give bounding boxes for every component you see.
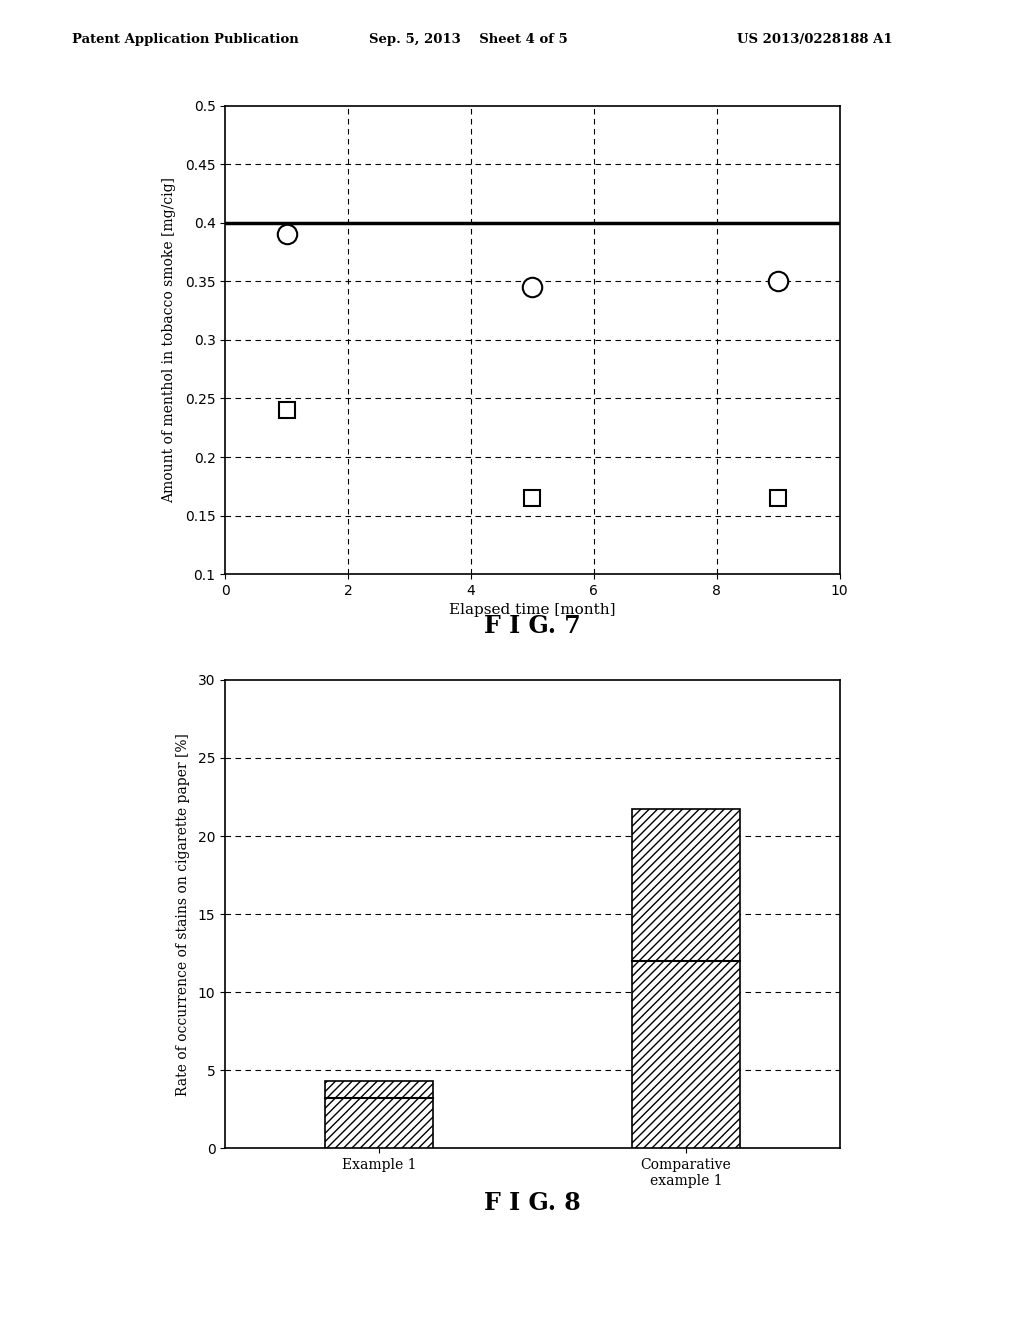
Text: F I G. 8: F I G. 8	[484, 1191, 581, 1214]
Bar	[326, 1081, 432, 1148]
Y-axis label: Rate of occurrence of stains on cigarette paper [%]: Rate of occurrence of stains on cigarett…	[175, 733, 189, 1096]
Y-axis label: Amount of menthol in tobacco smoke [mg/cig]: Amount of menthol in tobacco smoke [mg/c…	[163, 177, 176, 503]
Text: F I G. 7: F I G. 7	[484, 614, 581, 638]
Text: US 2013/0228188 A1: US 2013/0228188 A1	[737, 33, 893, 46]
Text: Sep. 5, 2013    Sheet 4 of 5: Sep. 5, 2013 Sheet 4 of 5	[369, 33, 567, 46]
Bar	[632, 809, 739, 1148]
Text: Patent Application Publication: Patent Application Publication	[72, 33, 298, 46]
X-axis label: Elapsed time [month]: Elapsed time [month]	[450, 603, 615, 618]
